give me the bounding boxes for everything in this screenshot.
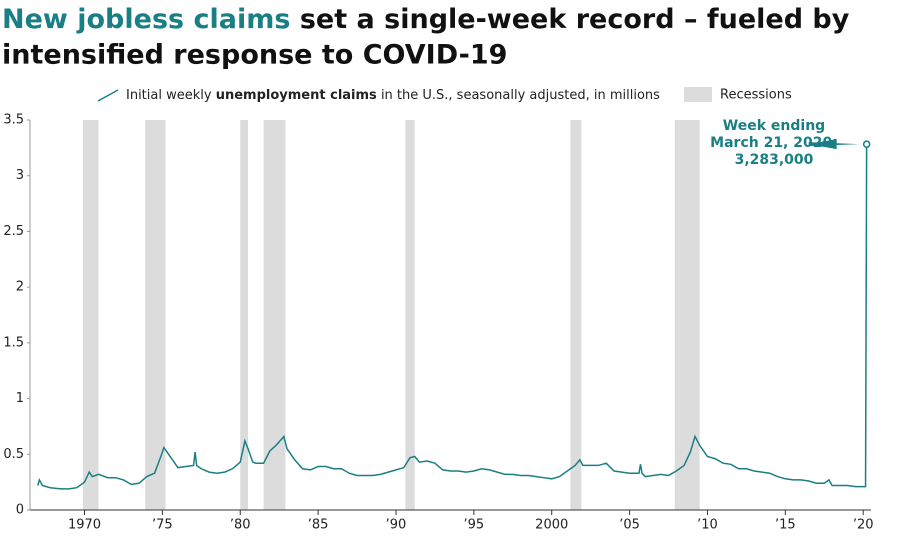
annotation: Week ending <box>723 118 825 134</box>
recession <box>263 120 286 510</box>
y-tick-label: 1.5 <box>3 335 24 350</box>
recession <box>405 120 415 510</box>
x-tick-label: ’80 <box>230 518 251 533</box>
series-line <box>37 144 868 490</box>
chart-title: intensified response to COVID-19 <box>2 40 507 71</box>
recession <box>240 120 249 510</box>
legend-label: Recessions <box>720 88 792 103</box>
y-tick-label: 3 <box>16 168 24 183</box>
x-tick-label: ’20 <box>853 518 874 533</box>
x-tick-label: ’90 <box>386 518 407 533</box>
legend-swatch <box>684 87 712 102</box>
highlight-point <box>862 140 871 148</box>
title-line: set a single-week record – fueled by <box>300 4 850 35</box>
recession <box>674 120 700 510</box>
legend-text: unemployment claims <box>216 88 377 103</box>
annotation-arrow <box>808 139 859 150</box>
recession <box>145 120 166 510</box>
x-tick-label: ’05 <box>619 518 640 533</box>
y-tick-label: 0.5 <box>3 447 24 462</box>
x-tick-label: 1970 <box>68 518 101 533</box>
y-tick-label: 2.5 <box>3 224 24 239</box>
legend-label: Initial weekly unemployment claims in th… <box>126 88 660 103</box>
y-tick-label: 0 <box>16 503 24 518</box>
x-tick-label: ’10 <box>697 518 718 533</box>
recession <box>82 120 99 510</box>
x-tick-label: 2000 <box>535 518 568 533</box>
x-tick-label: ’15 <box>775 518 796 533</box>
y-tick-label: 3.5 <box>3 113 24 128</box>
annotation: March 21, 2020: <box>710 135 838 151</box>
x-tick-label: ’75 <box>152 518 173 533</box>
legend-text: Initial weekly <box>126 88 212 103</box>
recession <box>570 120 582 510</box>
legend-swatch <box>97 89 119 102</box>
legend-text: in the U.S., seasonally adjusted, in mil… <box>381 88 660 103</box>
chart-title: New jobless claims set a single-week rec… <box>2 4 850 35</box>
title-highlight: New jobless claims <box>2 4 290 35</box>
annotation: 3,283,000 <box>735 152 814 168</box>
y-tick-label: 1 <box>16 391 24 406</box>
y-tick-label: 2 <box>16 280 24 295</box>
x-tick-label: ’95 <box>464 518 485 533</box>
x-tick-label: ’85 <box>308 518 329 533</box>
